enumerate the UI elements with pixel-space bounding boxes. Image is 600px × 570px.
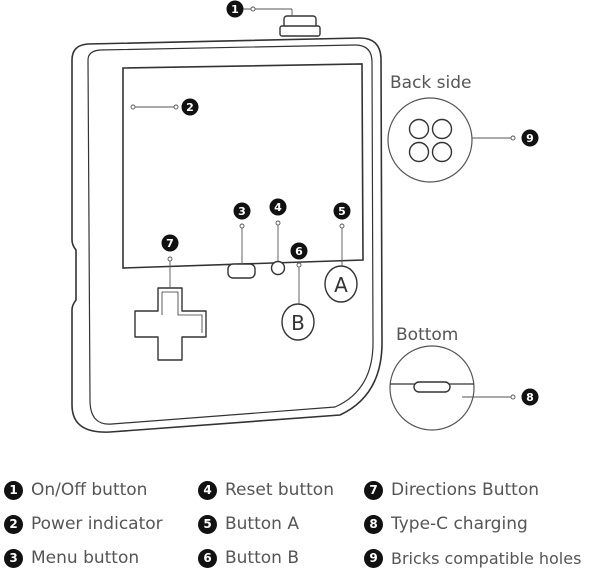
d-pad-depth <box>161 291 203 333</box>
bottom-label: Bottom <box>396 325 458 345</box>
device-diagram: A B Back side Bottom 1 2 3 <box>71 0 539 433</box>
legend-label: Directions Button <box>391 480 540 500</box>
legend-label: Power indicator <box>31 514 163 534</box>
legend-num: 2 <box>4 514 23 534</box>
legend-num: 1 <box>4 480 23 500</box>
leader-lines <box>130 6 516 400</box>
brick-hole-3 <box>408 141 430 163</box>
svg-text:6: 6 <box>295 245 303 258</box>
svg-text:9: 9 <box>526 132 534 145</box>
marker-9: 9 <box>521 129 539 147</box>
menu-button <box>227 263 256 279</box>
legend-num: 8 <box>364 514 383 534</box>
brick-hole-4 <box>431 141 453 163</box>
marker-6: 6 <box>290 242 308 260</box>
marker-3: 3 <box>233 202 251 220</box>
svg-text:1: 1 <box>231 3 239 16</box>
legend-label: Button A <box>225 514 299 534</box>
legend-item-bricks-holes: 9 Bricks compatible holes <box>364 546 581 570</box>
legend-item-directions-button: 7 Directions Button <box>364 478 539 502</box>
back-side-label: Back side <box>390 73 472 93</box>
legend-num: 6 <box>198 548 217 568</box>
legend-item-menu-button: 3 Menu button <box>4 546 139 570</box>
marker-4: 4 <box>269 198 287 216</box>
legend-item-button-b: 6 Button B <box>198 546 299 570</box>
button-a <box>324 265 358 303</box>
device-body-edge <box>87 44 374 425</box>
svg-text:8: 8 <box>526 391 534 404</box>
legend-num: 9 <box>364 548 383 568</box>
marker-7: 7 <box>161 234 179 252</box>
reset-button <box>270 260 286 276</box>
button-a-letter: A <box>334 273 348 297</box>
legend-item-on-off: 1 On/Off button <box>4 478 147 502</box>
legend-num: 4 <box>198 480 217 500</box>
marker-8: 8 <box>521 388 539 406</box>
legend-label: Reset button <box>225 480 334 500</box>
brick-hole-2 <box>431 118 453 140</box>
d-pad <box>134 287 207 361</box>
type-c-port <box>413 381 451 393</box>
legend-num: 7 <box>364 480 383 500</box>
svg-text:3: 3 <box>238 205 246 218</box>
marker-5: 5 <box>333 202 351 220</box>
button-b-letter: B <box>291 311 305 335</box>
legend: 1 On/Off button 2 Power indicator 3 Menu… <box>0 476 600 570</box>
legend-item-button-a: 5 Button A <box>198 512 299 536</box>
legend-item-reset-button: 4 Reset button <box>198 478 334 502</box>
legend-item-type-c-charging: 8 Type-C charging <box>364 512 528 536</box>
legend-num: 3 <box>4 548 23 568</box>
brick-hole-1 <box>408 118 430 140</box>
power-button-housing <box>279 25 321 37</box>
legend-item-power-indicator: 2 Power indicator <box>4 512 163 536</box>
marker-1: 1 <box>226 0 244 18</box>
legend-label: Type-C charging <box>391 514 528 534</box>
back-side-view <box>387 97 473 183</box>
screen <box>122 63 364 269</box>
svg-text:4: 4 <box>274 201 282 214</box>
button-b <box>281 303 315 341</box>
svg-text:5: 5 <box>338 205 346 218</box>
legend-label: On/Off button <box>31 480 148 500</box>
legend-num: 5 <box>198 514 217 534</box>
svg-text:2: 2 <box>186 101 194 114</box>
marker-2: 2 <box>181 98 199 116</box>
legend-label: Bricks compatible holes <box>391 548 582 568</box>
legend-label: Button B <box>225 548 300 568</box>
legend-label: Menu button <box>31 548 140 568</box>
svg-text:7: 7 <box>166 237 174 250</box>
